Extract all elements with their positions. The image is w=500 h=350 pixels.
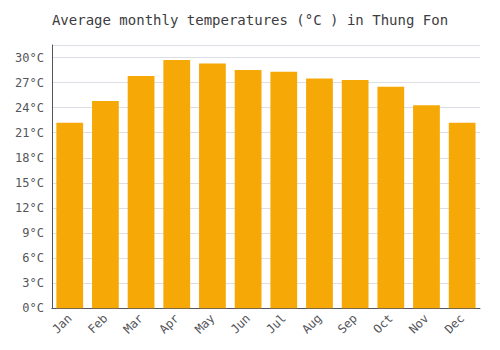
svg-text:Jul: Jul	[264, 311, 289, 336]
svg-text:Dec: Dec	[442, 311, 467, 336]
svg-text:9°C: 9°C	[22, 226, 44, 240]
svg-text:Nov: Nov	[406, 311, 431, 336]
svg-text:15°C: 15°C	[15, 176, 44, 190]
svg-text:3°C: 3°C	[22, 276, 44, 290]
svg-text:Apr: Apr	[156, 311, 181, 336]
svg-text:6°C: 6°C	[22, 251, 44, 265]
svg-text:30°C: 30°C	[15, 51, 44, 65]
svg-text:Feb: Feb	[85, 311, 110, 336]
svg-text:Mar: Mar	[121, 311, 146, 336]
svg-text:Sep: Sep	[335, 311, 360, 336]
svg-text:Average monthly temperatures (: Average monthly temperatures (°C ) in Th…	[52, 12, 448, 28]
svg-text:18°C: 18°C	[15, 151, 44, 165]
svg-text:Jun: Jun	[228, 311, 253, 336]
svg-text:0°C: 0°C	[22, 301, 44, 315]
svg-text:27°C: 27°C	[15, 76, 44, 90]
svg-text:Aug: Aug	[299, 311, 324, 336]
svg-text:21°C: 21°C	[15, 126, 44, 140]
svg-text:24°C: 24°C	[15, 101, 44, 115]
svg-text:12°C: 12°C	[15, 201, 44, 215]
svg-text:May: May	[192, 311, 217, 336]
svg-text:Oct: Oct	[371, 311, 396, 336]
svg-text:Jan: Jan	[49, 311, 74, 336]
